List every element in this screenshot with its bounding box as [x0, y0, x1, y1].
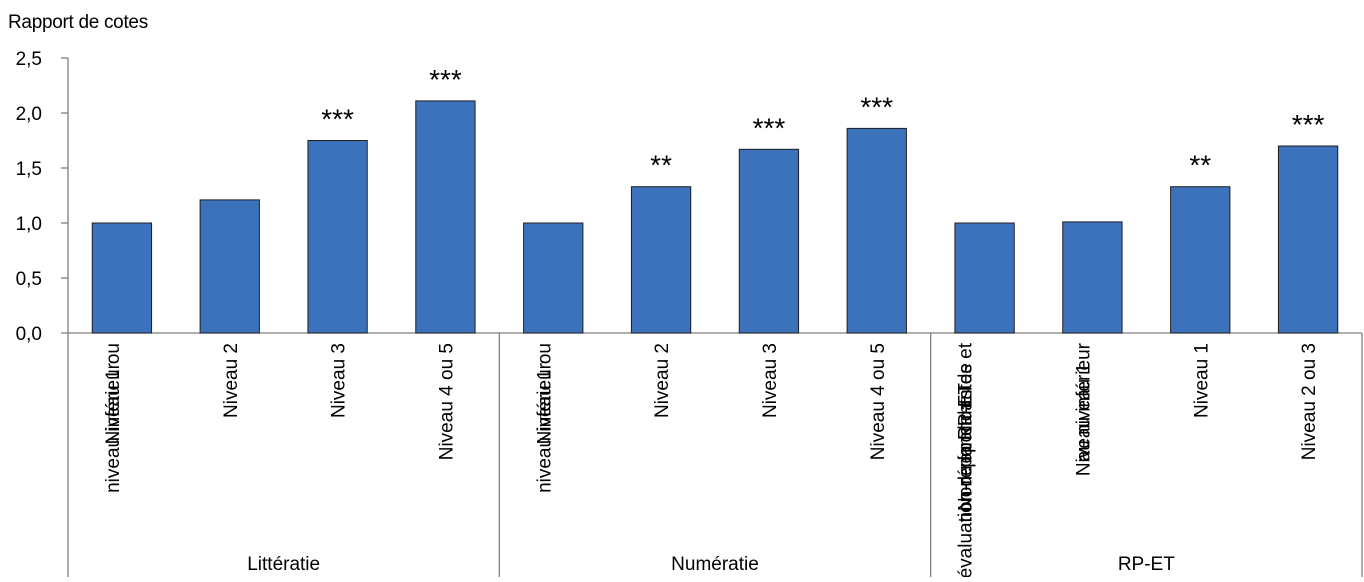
category-label-line: l'évaluation de la RP-ET — [956, 383, 977, 577]
category-label-line: Niveau 2 ou 3 — [1299, 343, 1320, 460]
category-label-line: Niveau 1 — [1191, 343, 1212, 418]
bar — [523, 222, 584, 334]
category-label: Niveau 2 ou 3 — [1299, 343, 1320, 460]
bar — [630, 186, 692, 334]
bar — [1277, 145, 1339, 334]
bar — [738, 148, 800, 334]
significance-marker: ** — [650, 150, 672, 181]
bar — [846, 127, 907, 334]
category-label-line: Non-répondantes et — [956, 342, 977, 511]
category-label: Niveau 2 — [221, 343, 242, 418]
y-tick-label: 0,5 — [16, 269, 42, 290]
group-label: RP-ET — [1118, 554, 1175, 575]
y-axis-label: Rapport de cotes — [8, 12, 148, 33]
group-label: Littératie — [247, 554, 320, 575]
category-label-line: niveau inférieur — [534, 362, 555, 493]
category-label-line: Niveau 1 ou — [103, 343, 124, 444]
category-label-line: Niveau 3 — [760, 343, 781, 418]
category-label: Niveau 3 — [329, 343, 350, 418]
significance-marker: *** — [429, 64, 462, 95]
category-label-line: Niveau 2 — [221, 343, 242, 418]
y-tick-label: 1,0 — [16, 214, 42, 235]
category-label-line: Niveau 2 — [652, 343, 673, 418]
significance-marker: *** — [860, 91, 893, 122]
category-label-line: Niveau 1 ou — [534, 343, 555, 444]
category-label: Niveau 1 — [1191, 343, 1212, 418]
bar — [91, 222, 153, 334]
category-label: Non-répondantes etnon-répondants del'éva… — [956, 342, 977, 577]
category-label: Niveau 3 — [760, 343, 781, 418]
y-tick-label: 0,0 — [16, 324, 42, 345]
category-label: Niveau 1 ouniveau inférieur — [534, 343, 555, 493]
category-label: Niveau 4 ou 5 — [436, 343, 457, 460]
y-tick-label: 1,5 — [16, 159, 42, 180]
significance-marker: *** — [1292, 109, 1325, 140]
category-label-line: niveau inférieur — [103, 362, 124, 493]
bar — [1170, 186, 1231, 334]
bar — [954, 222, 1015, 334]
category-label: Niveau 1 ouniveau inférieur — [103, 343, 124, 493]
y-tick-label: 2,5 — [16, 49, 42, 70]
y-tick-label: 2,0 — [16, 104, 42, 125]
bar — [415, 100, 476, 334]
significance-marker: ** — [1189, 150, 1211, 181]
category-label-line: Niveau 3 — [329, 343, 350, 418]
category-label: Niveau inférieurau niveau 1 — [1073, 342, 1094, 476]
category-label-line: Niveau 4 ou 5 — [436, 343, 457, 460]
category-label: Niveau 2 — [652, 343, 673, 418]
category-label-line: non-répondants de — [956, 363, 977, 523]
category-label-line: au niveau 1 — [1073, 363, 1094, 461]
bar — [307, 140, 368, 334]
bar — [199, 199, 260, 334]
category-label-line: Niveau inférieur — [1073, 342, 1094, 476]
category-label: Niveau 4 ou 5 — [868, 343, 889, 460]
significance-marker: *** — [753, 112, 786, 143]
group-label: Numératie — [671, 554, 759, 575]
significance-marker: *** — [321, 104, 354, 135]
category-label-line: Niveau 4 ou 5 — [868, 343, 889, 460]
bar — [1062, 221, 1123, 334]
